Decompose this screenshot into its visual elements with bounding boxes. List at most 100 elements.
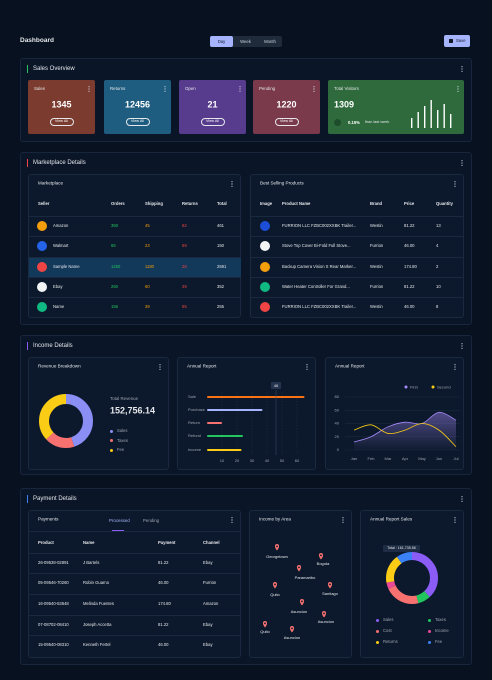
- view-all-label[interactable]: View All: [130, 119, 145, 124]
- menu-dot: [454, 521, 456, 523]
- card-label: Returns: [110, 85, 126, 91]
- table-cell: 156: [111, 303, 118, 309]
- section-accent: [27, 159, 29, 167]
- table-cell: 29: [182, 283, 187, 289]
- table-cell: Backup Camera Vision S Rear Marker...: [282, 263, 357, 269]
- menu-icon[interactable]: [305, 363, 309, 371]
- donut-segment: [386, 552, 438, 604]
- seller-name: Name: [53, 303, 65, 309]
- menu-icon[interactable]: [87, 85, 91, 93]
- menu-icon[interactable]: [163, 85, 167, 93]
- menu-icon[interactable]: [460, 65, 464, 73]
- view-all-label[interactable]: View All: [54, 119, 69, 124]
- legend-label: Income: [435, 627, 449, 633]
- visitor-bar: [411, 118, 413, 128]
- donut-segment: [39, 394, 93, 448]
- legend-dot: [110, 429, 113, 433]
- table-cell: 10: [436, 283, 441, 289]
- row-divider: [250, 236, 464, 237]
- period-label[interactable]: Month: [264, 38, 276, 44]
- menu-dot: [231, 185, 233, 187]
- save-button[interactable]: [444, 35, 470, 47]
- table-cell: 174.80: [158, 600, 171, 606]
- x-tick-label: 20: [235, 458, 240, 463]
- menu-dot: [239, 88, 241, 90]
- visitor-bar: [424, 106, 426, 128]
- view-all-label[interactable]: View All: [205, 119, 220, 124]
- table-cell: 8: [436, 303, 439, 309]
- menu-icon[interactable]: [460, 495, 464, 503]
- total-label: Total Revenue: [110, 395, 139, 401]
- bar: [207, 449, 242, 451]
- x-tick-label: 10: [220, 458, 225, 463]
- menu-icon[interactable]: [460, 342, 464, 350]
- period-label[interactable]: Day: [217, 38, 226, 44]
- legend-dot: [376, 618, 379, 622]
- menu-icon[interactable]: [341, 516, 345, 524]
- menu-icon[interactable]: [230, 180, 234, 188]
- menu-dot: [159, 368, 161, 370]
- table-cell: Melinda Fuentes: [83, 600, 114, 606]
- menu-dot: [461, 160, 463, 162]
- table-cell: 350: [111, 222, 118, 228]
- map-pin-hole: [298, 566, 300, 569]
- tab-underline: [112, 530, 124, 531]
- menu-icon[interactable]: [312, 85, 316, 93]
- card-value: 1309: [334, 99, 355, 110]
- legend-dot: [110, 439, 113, 442]
- save-label[interactable]: Save: [456, 37, 466, 43]
- table-cell: 250: [111, 283, 118, 289]
- menu-icon[interactable]: [230, 516, 234, 524]
- table-cell: 255: [217, 303, 224, 309]
- menu-dot: [231, 181, 233, 183]
- table-cell: 2591: [217, 263, 227, 269]
- donut-segment: [39, 394, 93, 448]
- category-label: Sale: [188, 394, 197, 399]
- view-all-button[interactable]: [49, 118, 74, 126]
- bar: [207, 422, 222, 424]
- menu-dot: [454, 181, 456, 183]
- menu-dot: [454, 517, 456, 519]
- view-all-button[interactable]: [200, 118, 225, 126]
- location-label: Georgetown: [266, 554, 288, 559]
- view-all-button[interactable]: [125, 118, 150, 126]
- menu-icon[interactable]: [456, 85, 460, 93]
- legend-dot: [376, 629, 379, 633]
- table-cell: 16-09540-53648: [38, 600, 69, 606]
- menu-icon[interactable]: [238, 85, 242, 93]
- period-button[interactable]: [210, 36, 233, 47]
- view-all-button[interactable]: [274, 118, 299, 126]
- table-cell: Westin: [370, 303, 383, 309]
- menu-dot: [461, 164, 463, 166]
- row-divider: [250, 257, 464, 258]
- legend-label: Fee: [435, 638, 443, 644]
- row-divider: [28, 216, 241, 217]
- tab[interactable]: Pending: [143, 517, 160, 523]
- table-cell: 66: [111, 242, 116, 248]
- map-pin-hole: [329, 583, 331, 586]
- legend-dot: [431, 385, 435, 389]
- menu-icon[interactable]: [158, 363, 162, 371]
- area: [354, 412, 456, 450]
- column-header: Price: [404, 200, 415, 206]
- tab[interactable]: Processed: [109, 517, 130, 523]
- donut-segment: [386, 552, 438, 604]
- donut-chart: [386, 552, 438, 604]
- period-label[interactable]: Week: [240, 38, 251, 44]
- menu-icon[interactable]: [453, 180, 457, 188]
- legend-label: Returns: [383, 638, 398, 644]
- menu-icon[interactable]: [460, 159, 464, 167]
- menu-dot: [461, 343, 463, 345]
- table-cell: 60: [145, 283, 150, 289]
- x-tick-label: May: [418, 456, 426, 461]
- menu-dot: [159, 364, 161, 366]
- table-cell: 07-08702-08410: [38, 621, 69, 627]
- section-title: Sales Overview: [33, 66, 75, 72]
- view-all-label[interactable]: View All: [279, 119, 294, 124]
- table-cell: 55: [182, 303, 187, 309]
- menu-dot: [164, 90, 166, 92]
- row-divider: [28, 297, 241, 298]
- menu-icon[interactable]: [453, 363, 457, 371]
- table-cell: Kenneth Fertel: [83, 641, 111, 647]
- menu-icon[interactable]: [453, 516, 457, 524]
